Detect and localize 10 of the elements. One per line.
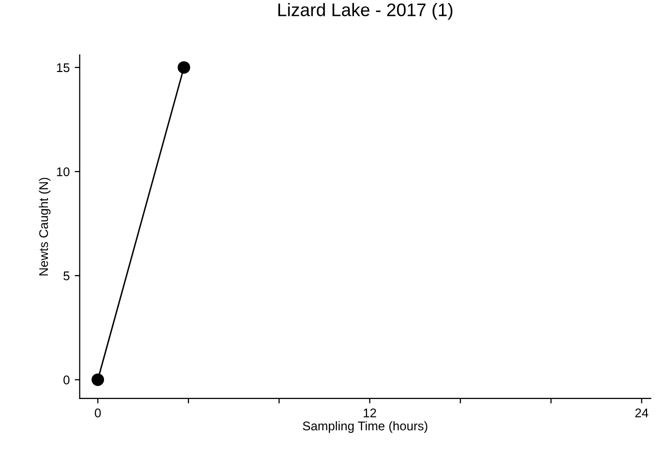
- y-axis-title: Newts Caught (N): [38, 178, 50, 276]
- y-tick-label: 5: [64, 272, 70, 280]
- x-tick-label: 12: [364, 408, 376, 418]
- chart-title: Lizard Lake - 2017 (1): [278, 2, 452, 20]
- x-tick-label: 24: [635, 408, 648, 418]
- y-tick-label: 10: [57, 167, 70, 176]
- y-tick-label: 15: [57, 63, 70, 72]
- y-tick-label: 0: [63, 376, 70, 384]
- x-tick-label: 0: [94, 408, 101, 418]
- x-axis-title: Sampling Time (hours): [302, 421, 428, 433]
